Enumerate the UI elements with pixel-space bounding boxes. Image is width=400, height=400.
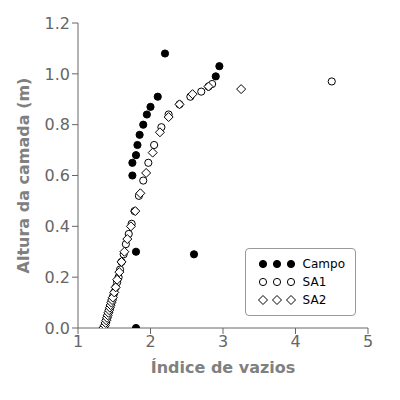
svg-text:1.2: 1.2: [45, 14, 70, 33]
svg-text:0.0: 0.0: [45, 319, 70, 338]
svg-text:4: 4: [290, 332, 300, 351]
svg-text:0.6: 0.6: [45, 166, 70, 185]
html-text:SA2: SA2: [302, 293, 327, 307]
svg-text:3: 3: [218, 332, 228, 351]
html-text:Campo: Campo: [302, 257, 345, 271]
svg-text:0.2: 0.2: [45, 268, 70, 287]
svg-text:5: 5: [363, 332, 373, 351]
svg-text:2: 2: [145, 332, 155, 351]
svg-text:1: 1: [73, 332, 83, 351]
svg-text:1.0: 1.0: [45, 65, 70, 84]
svg-text:Índice de vazios: Índice de vazios: [151, 358, 296, 377]
html-text:SA1: SA1: [302, 275, 327, 289]
svg-text:Altura da camada (m): Altura da camada (m): [14, 78, 33, 274]
svg-text:0.4: 0.4: [45, 217, 70, 236]
svg-text:0.8: 0.8: [45, 115, 70, 134]
